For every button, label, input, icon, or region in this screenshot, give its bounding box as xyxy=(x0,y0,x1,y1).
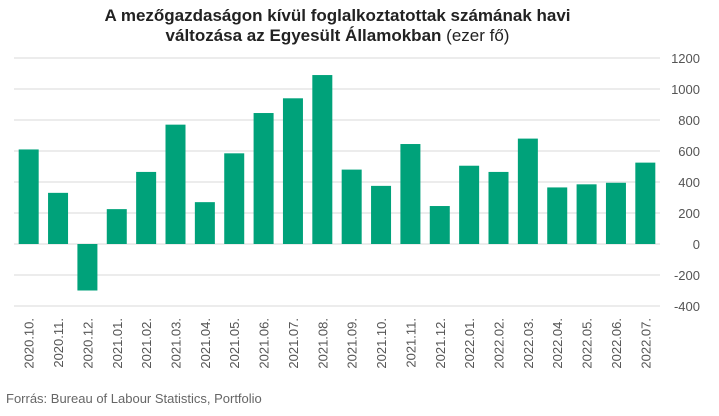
bar xyxy=(605,182,626,244)
x-tick-label: 2022.07. xyxy=(638,318,653,369)
bar xyxy=(429,206,450,244)
bar xyxy=(488,171,509,244)
y-tick-label: 200 xyxy=(678,206,700,221)
x-tick-label: 2021.04. xyxy=(198,318,213,369)
chart-title-unit: (ezer fő) xyxy=(446,26,510,45)
bar xyxy=(576,184,597,244)
x-tick-label: 2021.03. xyxy=(169,318,184,369)
x-tick-label: 2020.10. xyxy=(22,318,37,369)
bars xyxy=(18,75,656,291)
bar xyxy=(165,124,186,244)
bar xyxy=(635,162,656,244)
y-tick-label: 1200 xyxy=(671,51,700,66)
bar xyxy=(547,187,568,244)
y-axis-ticks: -400 -200 0 200 400 600 800 1000 1200 xyxy=(671,51,700,314)
y-tick-label: 600 xyxy=(678,144,700,159)
bar xyxy=(106,209,127,244)
bar xyxy=(517,138,538,244)
x-tick-label: 2021.11. xyxy=(403,318,418,368)
y-tick-label: 800 xyxy=(678,113,700,128)
bar xyxy=(136,171,157,244)
grid-lines xyxy=(14,57,660,307)
bar xyxy=(224,153,245,244)
bar xyxy=(77,244,98,291)
x-tick-label: 2022.01. xyxy=(462,318,477,369)
bar xyxy=(18,149,39,244)
y-tick-label: -200 xyxy=(674,268,700,283)
chart-title: A mezőgazdaságon kívül foglalkoztatottak… xyxy=(0,6,675,46)
x-tick-label: 2021.07. xyxy=(286,318,301,369)
bar xyxy=(459,165,480,244)
x-tick-label: 2022.02. xyxy=(492,318,507,369)
x-tick-label: 2021.08. xyxy=(315,318,330,369)
x-tick-label: 2021.12. xyxy=(433,318,448,369)
x-tick-label: 2021.06. xyxy=(257,318,272,369)
x-tick-label: 2021.02. xyxy=(139,318,154,369)
bar xyxy=(253,113,274,245)
y-tick-label: 0 xyxy=(693,237,700,252)
bar xyxy=(312,75,333,244)
bar xyxy=(282,98,303,244)
x-tick-label: 2021.01. xyxy=(110,318,125,369)
y-tick-label: 400 xyxy=(678,175,700,190)
x-tick-label: 2021.05. xyxy=(227,318,242,369)
x-axis-ticks: 2020.10. 2020.11. 2020.12. 2021.01. 2021.02.… xyxy=(22,318,654,369)
x-tick-label: 2021.10. xyxy=(374,318,389,369)
chart-title-line1: A mezőgazdaságon kívül foglalkoztatottak… xyxy=(104,6,571,25)
x-tick-label: 2022.04. xyxy=(550,318,565,369)
x-tick-label: 2022.05. xyxy=(580,318,595,369)
bar xyxy=(341,169,362,244)
x-tick-label: 2020.12. xyxy=(80,318,95,369)
bar xyxy=(48,192,69,244)
y-tick-label: 1000 xyxy=(671,82,700,97)
chart-title-line2: változása az Egyesült Államokban xyxy=(165,26,442,45)
bar xyxy=(400,144,421,244)
bar xyxy=(194,202,215,244)
x-tick-label: 2021.09. xyxy=(345,318,360,369)
bar xyxy=(371,185,392,244)
y-tick-label: -400 xyxy=(674,299,700,314)
x-tick-label: 2022.06. xyxy=(609,318,624,369)
source-note: Forrás: Bureau of Labour Statistics, Por… xyxy=(6,391,262,406)
x-tick-label: 2020.11. xyxy=(51,318,66,368)
x-tick-label: 2022.03. xyxy=(521,318,536,369)
